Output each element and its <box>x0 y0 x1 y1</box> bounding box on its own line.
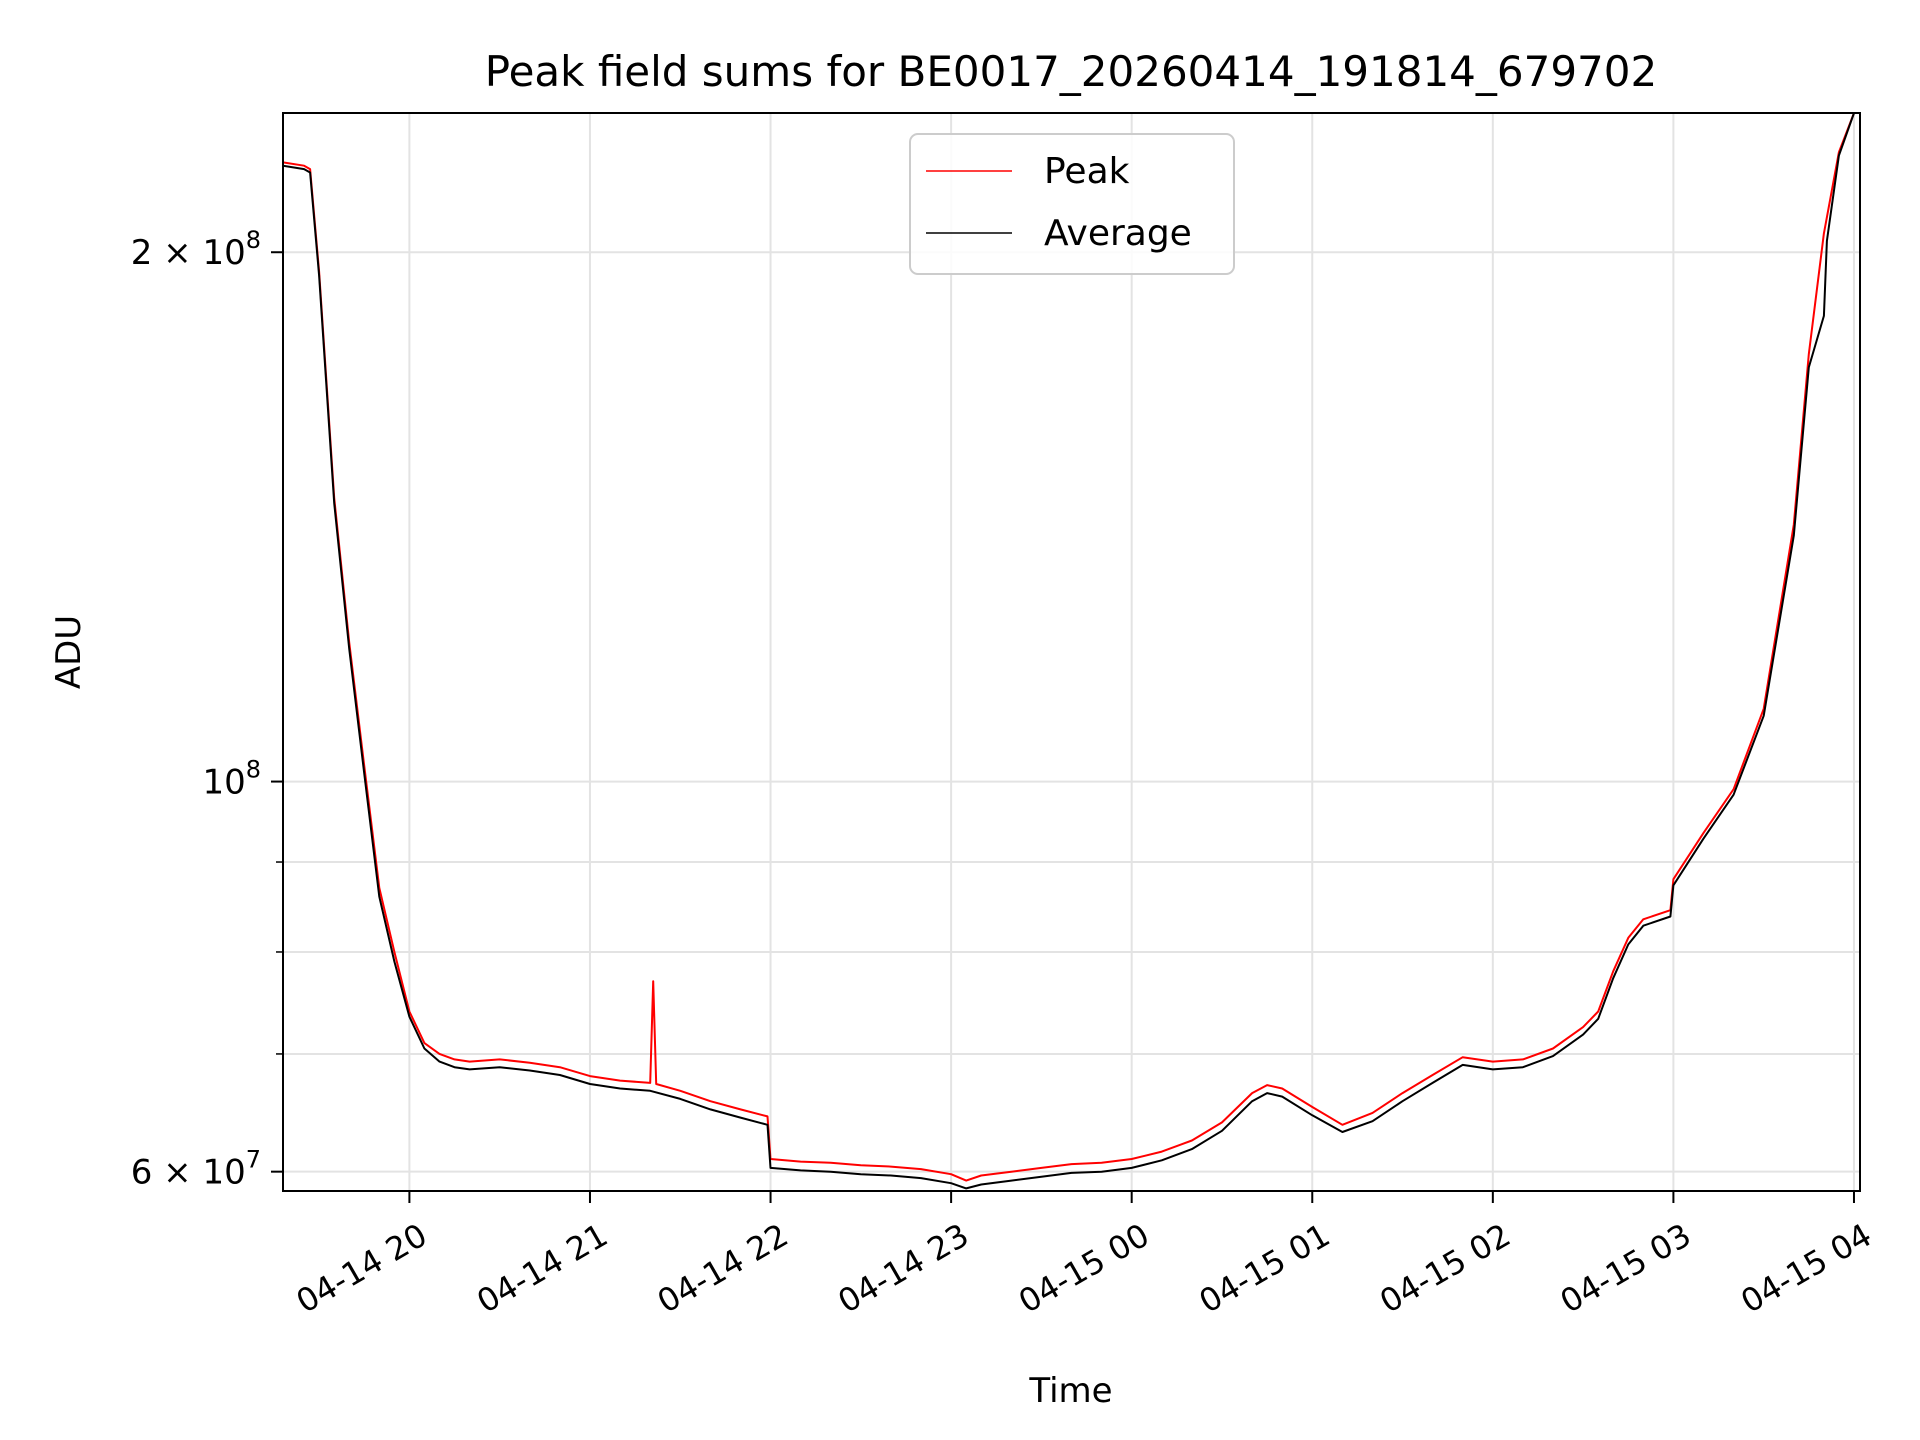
series-line-average <box>283 113 1860 1190</box>
y-tick-label-base: 6 × 10 <box>131 1153 246 1193</box>
y-tick-label: 2 × 108 <box>131 226 261 273</box>
y-tick-label-base: 10 <box>202 763 245 803</box>
y-tick-label-exponent: 7 <box>246 1146 261 1174</box>
y-axis-label: ADU <box>49 615 89 689</box>
y-tick-label: 6 × 107 <box>131 1146 261 1193</box>
y-tick-label-exponent: 8 <box>246 226 261 254</box>
legend: Peak Average <box>909 133 1235 275</box>
x-axis-label: Time <box>1028 1371 1112 1411</box>
legend-label-peak: Peak <box>1044 151 1130 192</box>
y-tick-label: 108 <box>202 756 261 803</box>
series-line-peak <box>283 113 1860 1182</box>
y-tick-label-exponent: 8 <box>246 756 261 784</box>
legend-box <box>909 133 1235 275</box>
axes-frame <box>282 112 1861 1192</box>
y-tick-label-base: 2 × 10 <box>131 233 246 273</box>
series-layer <box>283 113 1860 1190</box>
grid <box>283 113 1860 1191</box>
chart-title: Peak field sums for BE0017_20260414_1918… <box>485 47 1657 96</box>
legend-label-average: Average <box>1044 213 1192 254</box>
